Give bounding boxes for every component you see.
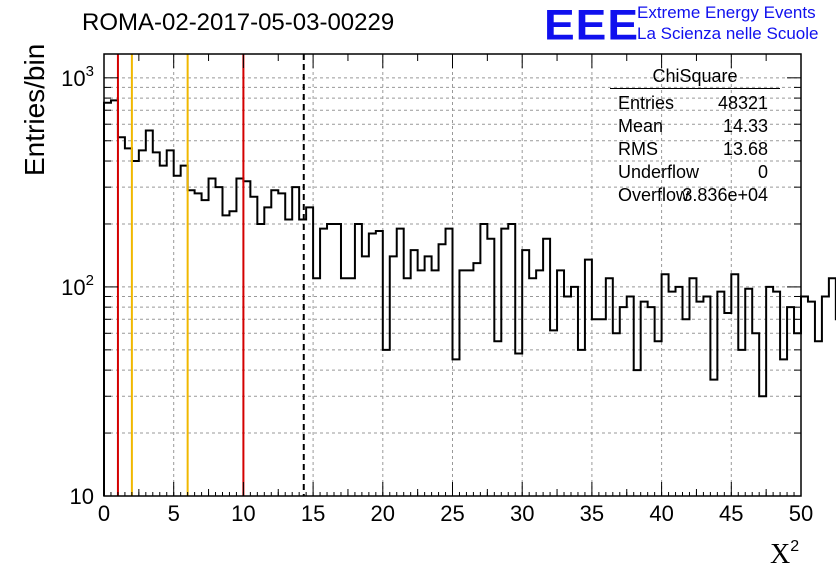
stats-value: 48321: [717, 93, 768, 113]
stats-title: ChiSquare: [610, 66, 780, 89]
stats-row: Mean 14.33: [610, 114, 780, 137]
stats-value: 0: [757, 162, 768, 182]
stats-box: ChiSquare Entries 48321 Mean 14.33 RMS 13.6…: [610, 66, 780, 206]
marker-lines: [116, 54, 305, 496]
x-axis-label-base: X: [770, 539, 791, 570]
stats-key: RMS: [618, 139, 658, 159]
eee-logo: EEE: [544, 0, 640, 49]
stats-value: 3.836e+04: [682, 185, 768, 205]
stats-key: Overflow: [618, 185, 690, 205]
stats-row: Overflow 3.836e+04: [610, 183, 780, 206]
y-tick-label: 10: [70, 484, 94, 509]
x-tick-label: 40: [649, 501, 673, 526]
x-axis-label-superscript: 2: [790, 538, 800, 555]
x-tick-label: 45: [719, 501, 743, 526]
x-axis-label: X2: [770, 538, 799, 571]
stats-key: Underflow: [618, 162, 700, 182]
stats-row: RMS 13.68: [610, 137, 780, 160]
stats-key: Entries: [618, 93, 675, 113]
y-tick-label-base: 10: [61, 275, 85, 300]
y-tick-label-exponent: 3: [86, 63, 94, 80]
y-tick-label-exponent: 2: [86, 272, 94, 289]
y-tick-label-base: 10: [61, 66, 85, 91]
x-tick-label: 25: [440, 501, 464, 526]
histogram-series: [103, 99, 836, 496]
logo-line-2: La Scienza nelle Scuole: [637, 24, 819, 43]
x-tick-label: 0: [98, 501, 110, 526]
logo-line-1: Extreme Energy Events: [637, 3, 816, 22]
axis-ticks: [103, 54, 802, 497]
x-tick-label: 5: [168, 501, 180, 526]
x-tick-label: 50: [789, 501, 813, 526]
x-tick-label: 35: [580, 501, 604, 526]
x-tick-labels: 0 5 10 15 20 25 30 35 40 45 50: [98, 501, 813, 526]
histogram-bars: [103, 99, 836, 496]
x-tick-label: 15: [301, 501, 325, 526]
x-tick-label: 10: [231, 501, 255, 526]
stats-key: Mean: [618, 116, 664, 136]
plot-title: ROMA-02-2017-05-03-00229: [82, 9, 395, 36]
x-tick-label: 30: [510, 501, 534, 526]
stats-value: 13.68: [722, 139, 768, 159]
stats-row: Underflow 0: [610, 160, 780, 183]
y-tick-label: 102: [61, 272, 94, 300]
stats-row: Entries 48321: [610, 91, 780, 114]
stats-value: 14.33: [722, 116, 768, 136]
x-tick-label: 20: [371, 501, 395, 526]
y-axis-label: Entries/bin: [19, 43, 50, 176]
y-tick-label: 103: [61, 63, 94, 91]
